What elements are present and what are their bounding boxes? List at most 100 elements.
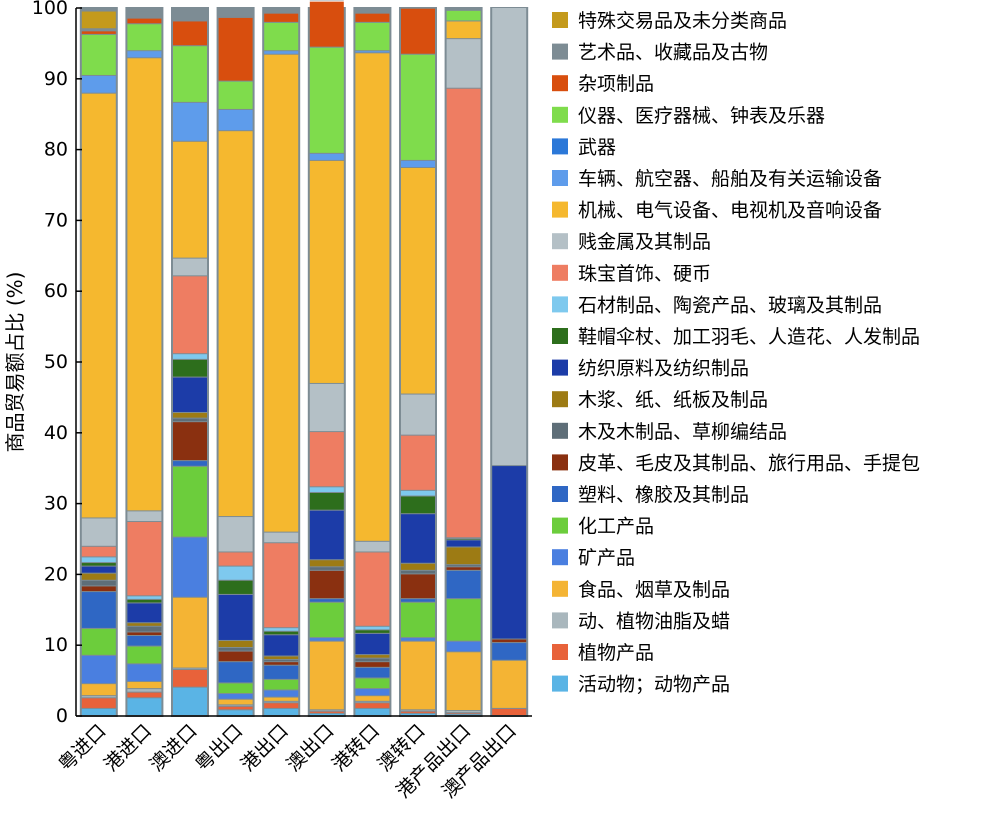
bar-segment [446,652,481,711]
bar-segment [81,655,116,684]
bar-segment [355,633,390,655]
bar-segment [127,698,162,715]
legend-label: 木及木制品、草柳编结品 [578,421,787,443]
bar-segment [218,566,253,580]
bar-segment [264,665,299,679]
legend-swatch [552,170,568,186]
bar-segment [309,570,344,599]
bar-segment [173,597,207,668]
bar-segment [173,537,207,597]
bar-segment [173,359,207,377]
bar-segment [401,713,435,715]
legend-swatch [552,12,568,28]
bar-segment [446,599,481,641]
legend-label: 化工产品 [578,516,654,538]
bar-segment [355,703,390,708]
legend-label: 塑料、橡胶及其制品 [578,484,749,506]
legend-swatch [552,486,568,502]
bar-segment [401,574,435,599]
bar-segment [81,698,116,708]
bar-segment [401,514,435,563]
legend-swatch [552,264,568,281]
bar-segment [218,517,253,552]
bar-segment [127,692,162,698]
bar-segment [355,655,390,658]
bar-segment [264,54,299,532]
y-tick-label: 40 [44,422,68,444]
bar-segment [309,153,344,160]
bar-segment [309,510,344,560]
bar-segment [401,54,435,160]
y-axis-title: 商品贸易额占比 (%) [3,272,27,453]
bar-segment [264,628,299,631]
bar-segment [309,487,344,492]
bar-segment [173,418,207,422]
bar-segment [264,660,299,662]
bar-segment [218,648,253,651]
legend-label: 机械、电气设备、电视机及音响设备 [578,200,882,222]
bar-segment [127,596,162,599]
legend-swatch [552,391,568,408]
bar-segment [492,660,527,708]
bar-segment [401,638,435,641]
bar-segment [264,708,299,715]
bar-segment [127,511,162,522]
bar-segment [264,703,299,708]
bar-segment [127,626,162,632]
bar-segment [127,18,162,24]
bar-segment [81,566,116,573]
legend-label: 皮革、毛皮及其制品、旅行用品、手提包 [578,452,920,474]
bar-segment [355,630,390,633]
legend-swatch [552,580,568,597]
bar-segment [355,626,390,630]
legend-swatch [552,75,568,92]
bar-segment [401,570,435,574]
bar-segment [127,682,162,689]
bar-segment [127,689,162,692]
bar-segment [127,646,162,664]
legend-swatch [552,454,568,471]
bar-segment [218,694,253,699]
bar-segment [81,592,116,628]
bar-segment [173,21,207,46]
legend-label: 贱金属及其制品 [578,231,711,253]
legend-label: 活动物；动物产品 [578,674,730,696]
bar-segment [446,567,481,570]
x-tick-label: 港转口 [328,720,384,776]
y-tick-label: 10 [44,634,68,656]
legend-swatch [552,644,568,660]
bar-segment [309,599,344,602]
bar-segment [173,354,207,359]
y-tick-label: 90 [44,68,68,90]
bar-segment [401,435,435,490]
bar-segment [173,466,207,537]
legend: 特殊交易品及未分类商品艺术品、收藏品及古物杂项制品仪器、医疗器械、钟表及乐器武器… [552,10,920,696]
legend-swatch [552,549,568,566]
legend-label: 食品、烟草及制品 [578,579,730,601]
bar-segment [173,377,207,412]
bar-segment [355,708,390,715]
legend-swatch [552,138,568,155]
bar-segment [309,560,344,567]
bar-segment [264,690,299,697]
legend-label: 石材制品、陶瓷产品、玻璃及其制品 [578,294,882,316]
bar-segment [309,47,344,153]
y-tick-label: 70 [44,209,68,231]
bar-segment [173,422,207,461]
bar-segment [218,640,253,648]
bar-segment [446,565,481,567]
bar-segment [81,580,116,586]
legend-label: 杂项制品 [578,73,654,95]
bar-segment [446,10,481,21]
bar-segment [492,708,527,715]
bar-segment [401,490,435,496]
legend-swatch [552,359,568,376]
bar-segment [309,160,344,383]
y-tick-label: 0 [56,705,68,727]
bar-segment [309,713,344,715]
bar-segment [127,522,162,596]
bar-segment [127,51,162,58]
bar-segment [355,667,390,678]
legend-swatch [552,517,568,534]
bar-segment [218,706,253,710]
